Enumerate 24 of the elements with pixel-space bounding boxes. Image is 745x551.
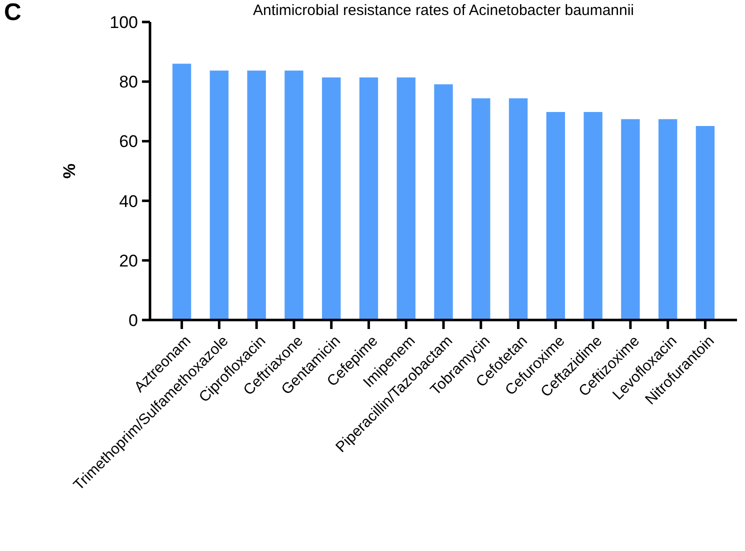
y-tick-label: 20 <box>119 251 138 270</box>
y-tick-label: 60 <box>119 132 138 152</box>
bar <box>621 119 640 320</box>
bar <box>472 98 490 320</box>
bar <box>696 126 715 320</box>
bar <box>396 77 416 320</box>
bar <box>359 77 378 320</box>
chart-title: Antimicrobial resistance rates of Acinetobacter baumannii <box>252 2 634 19</box>
text: C <box>4 0 22 26</box>
y-tick-label: 100 <box>110 12 138 32</box>
y-tick-label: 0 <box>128 310 138 330</box>
bar <box>210 70 229 320</box>
bar <box>247 70 266 320</box>
bar <box>546 112 566 320</box>
bar <box>508 98 528 320</box>
bar <box>284 70 304 320</box>
y-tick-label: 40 <box>119 192 138 211</box>
bar <box>658 119 678 320</box>
y-axis-title: % <box>60 163 79 179</box>
bar <box>584 112 602 320</box>
bar <box>434 84 453 320</box>
bar <box>322 77 341 320</box>
bar <box>172 64 192 320</box>
y-tick-label: 80 <box>119 72 138 92</box>
